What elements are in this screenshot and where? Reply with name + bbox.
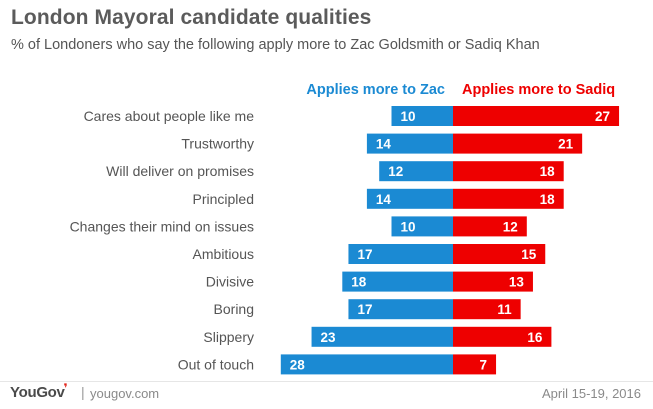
bar-zac: [379, 161, 453, 182]
category-label: Principled: [193, 191, 254, 207]
category-label: Slippery: [203, 329, 254, 345]
value-label-zac: 14: [376, 192, 392, 207]
value-label-sadiq: 27: [595, 109, 610, 124]
value-label-zac: 17: [357, 302, 372, 317]
value-label-sadiq: 13: [509, 275, 525, 290]
bar-sadiq: [453, 106, 620, 126]
bar-zac: [391, 106, 453, 126]
bar-zac: [311, 326, 453, 347]
value-label-sadiq: 16: [527, 330, 543, 345]
footer-divider: [0, 381, 653, 382]
category-label: Out of touch: [178, 356, 254, 372]
chart-subtitle: % of Londoners who say the following app…: [11, 37, 540, 53]
value-label-zac: 28: [290, 357, 306, 372]
category-label: Boring: [214, 301, 254, 317]
value-label-zac: 23: [321, 330, 337, 345]
chart-title: London Mayoral candidate qualities: [11, 6, 372, 29]
bar-sadiq: [453, 161, 564, 182]
bar-sadiq: [453, 188, 564, 209]
bar-sadiq: [453, 244, 546, 264]
bar-sadiq: [453, 216, 527, 237]
value-label-sadiq: 15: [521, 247, 537, 262]
category-label: Will deliver on promises: [106, 163, 254, 179]
bar-zac: [366, 133, 453, 154]
value-label-zac: 18: [351, 275, 367, 290]
brand-name: YouGov: [10, 384, 65, 401]
value-label-sadiq: 18: [540, 164, 556, 179]
value-label-sadiq: 12: [503, 219, 518, 234]
bar-zac: [342, 271, 453, 292]
bar-zac: [348, 299, 453, 320]
category-label: Cares about people like me: [84, 108, 255, 124]
value-label-zac: 12: [388, 164, 403, 179]
legend-zac: Applies more to Zac: [306, 82, 445, 98]
yougov-logo-icon: YouGov❜: [10, 381, 68, 401]
bar-sadiq: [453, 133, 583, 154]
footer-site[interactable]: yougov.com: [90, 386, 160, 401]
footer-separator: |: [81, 384, 85, 400]
bar-zac: [366, 188, 453, 209]
bar-sadiq: [453, 354, 497, 375]
legend-sadiq: Applies more to Sadiq: [462, 82, 615, 98]
value-label-zac: 14: [376, 137, 392, 152]
logo-accent: ❜: [63, 381, 68, 395]
value-label-sadiq: 21: [558, 137, 574, 152]
bar-zac: [391, 216, 453, 237]
value-label-zac: 17: [357, 247, 372, 262]
bar-zac: [280, 354, 453, 375]
value-label-zac: 10: [401, 109, 416, 124]
bar-sadiq: [453, 299, 521, 320]
category-label: Trustworthy: [181, 136, 254, 152]
bar-sadiq: [453, 271, 533, 292]
bar-sadiq: [453, 326, 552, 347]
category-label: Divisive: [206, 274, 254, 290]
value-label-sadiq: 18: [540, 192, 556, 207]
value-label-sadiq: 11: [497, 302, 512, 317]
bar-zac: [348, 244, 453, 264]
category-label: Ambitious: [193, 246, 254, 262]
category-label: Changes their mind on issues: [70, 218, 254, 234]
value-label-zac: 10: [401, 219, 416, 234]
footer-date: April 15-19, 2016: [541, 386, 641, 401]
value-label-sadiq: 7: [480, 357, 488, 372]
